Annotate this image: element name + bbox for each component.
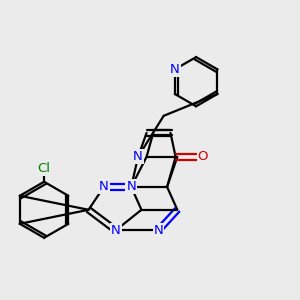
Text: N: N [111,224,121,237]
Text: O: O [198,150,208,163]
Text: Cl: Cl [38,162,51,175]
Text: N: N [133,150,143,163]
Text: N: N [170,63,180,76]
Text: N: N [99,180,109,194]
Text: N: N [126,180,136,194]
Text: N: N [154,224,164,237]
